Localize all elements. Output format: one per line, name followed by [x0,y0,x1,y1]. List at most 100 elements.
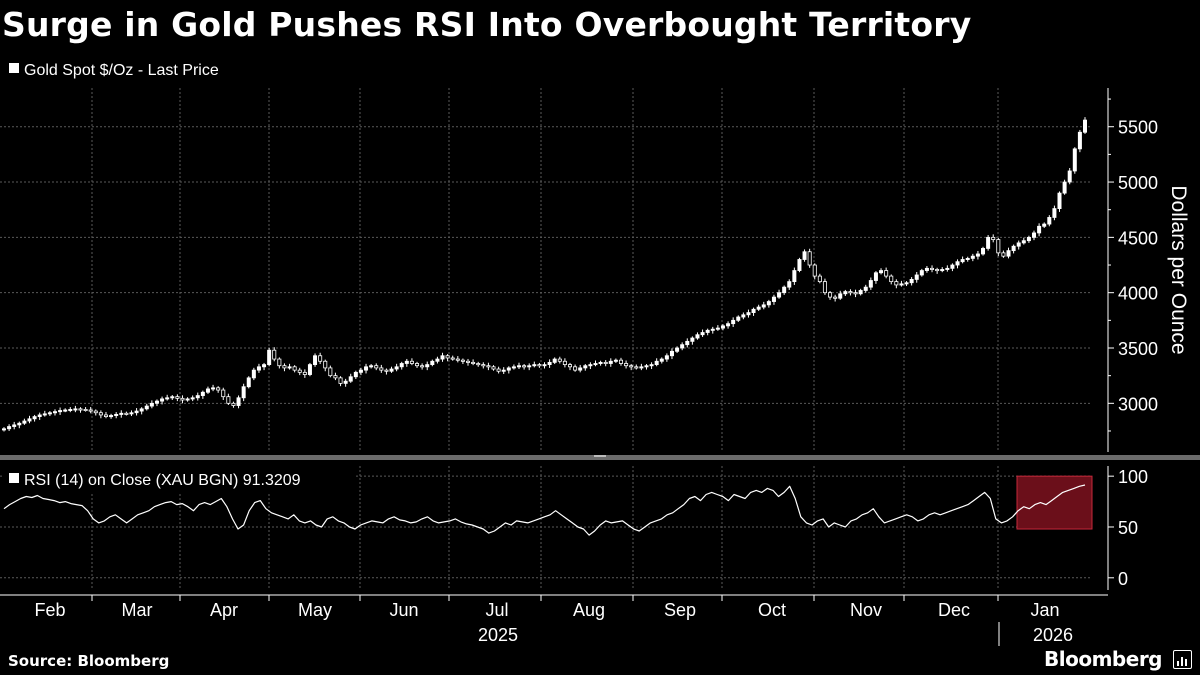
price-candle-body [425,364,430,368]
price-candle-body [1083,119,1088,133]
price-candle-body [756,306,761,310]
price-candle-body [899,283,904,286]
price-candle-body [460,359,465,362]
price-candle-body [634,366,639,369]
price-candle-body [838,293,843,299]
price-candle-body [491,366,496,370]
price-candle-body [42,413,47,416]
price-candle-body [771,296,776,302]
price-candle-body [644,365,649,368]
price-candle-body [83,409,88,412]
price-candle-body [879,270,884,274]
price-candle-body [236,397,241,406]
price-candle-body [1062,181,1067,194]
price-candle-body [675,347,680,352]
price-candle-body [552,358,557,363]
price-candle-body [496,368,501,372]
price-candle-body [195,395,200,399]
price-candle-body [455,358,460,361]
price-candle-body [777,292,782,298]
price-candle-body [889,275,894,283]
price-candle-body [399,363,404,368]
price-candle-body [511,366,516,369]
price-candle-body [517,365,522,368]
price-candle-body [608,360,613,364]
price-candle-body [313,355,318,365]
price-candle-body [1067,170,1072,183]
price-candle-body [47,412,52,415]
price-candle-body [88,409,93,412]
price-candle-body [307,364,312,375]
price-candle-body [139,408,144,412]
year-label-2025: 2025 [478,625,518,645]
price-candle-body [175,396,180,399]
price-candle-body [807,251,812,266]
price-candle-body [828,292,833,298]
price-candle-body [736,316,741,321]
price-candle-body [930,267,935,270]
price-candle-body [904,282,909,285]
price-candle-body [981,248,986,255]
price-candle-body [924,267,929,271]
price-candle-body [333,375,338,379]
price-candle-body [848,291,853,294]
price-candle-body [170,396,175,399]
price-candle-body [256,366,261,371]
price-candle-body [277,358,282,367]
price-candle-body [12,424,17,427]
price-candle-body [379,367,384,371]
price-candle-body [200,391,205,396]
price-candle-body [603,361,608,364]
price-candle-body [955,261,960,266]
price-candle-body [471,361,476,364]
price-candle-body [1057,192,1062,209]
price-candle-body [669,350,674,357]
price-candle-body [659,358,664,362]
price-tick-label: 3000 [1118,394,1158,414]
price-candle-body [7,426,12,430]
price-candle-body [812,264,817,277]
price-tick-label: 4000 [1118,284,1158,304]
price-candle-body [22,420,27,424]
price-candle-body [1032,232,1037,238]
price-candle-body [680,344,685,349]
price-candle-body [68,409,73,412]
price-candle-body [297,369,302,373]
price-candle-body [1047,217,1052,225]
price-candle-body [241,386,246,399]
price-candle-body [527,365,532,368]
rsi-tick-label: 50 [1118,518,1138,538]
price-candle-body [817,275,822,283]
price-candle-body [700,332,705,336]
price-candle-body [63,409,68,412]
month-tick-label: Sep [664,600,696,620]
price-candle-body [73,408,78,411]
rsi-tick-label: 100 [1118,467,1148,487]
price-candle-body [751,308,756,313]
price-candle-body [695,334,700,339]
price-candle-body [124,412,129,415]
price-candle-body [93,410,98,414]
bloomberg-terminal-icon [1173,650,1192,669]
price-candle-body [185,398,190,401]
price-candle-body [374,365,379,369]
price-candle-body [1011,245,1016,252]
price-candle-body [318,355,323,362]
price-candle-body [537,364,542,367]
price-candle-body [384,369,389,372]
price-candle-body [909,279,914,284]
price-candle-body [364,366,369,371]
price-candle-body [52,411,57,414]
price-candle-body [965,257,970,260]
price-candle-body [1001,252,1006,257]
price-candle-body [690,337,695,342]
month-tick-label: Jan [1030,600,1059,620]
rsi-overbought-highlight [1016,475,1093,530]
price-candle-body [404,360,409,364]
price-candle-body [557,358,562,362]
price-candle-body [272,349,277,360]
price-candle-body [267,349,272,365]
price-candle-body [103,414,108,417]
price-candle-body [231,402,236,406]
month-tick-label: Jul [485,600,508,620]
